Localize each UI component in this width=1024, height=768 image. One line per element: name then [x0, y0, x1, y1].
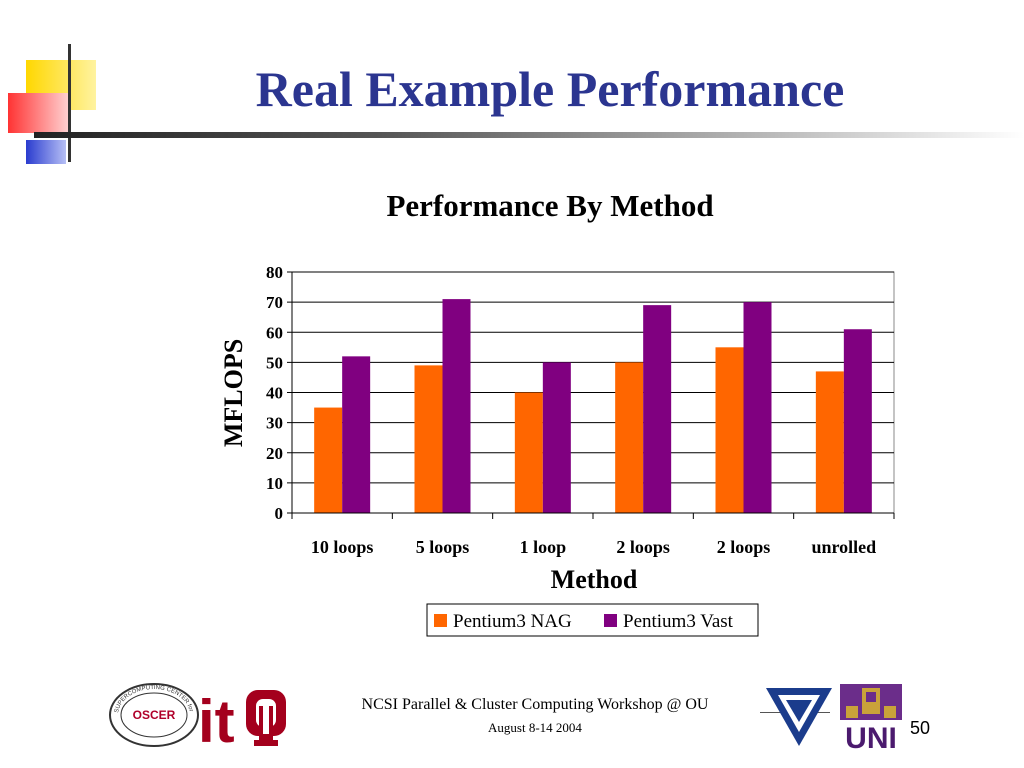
uni-logo: UNI [838, 682, 904, 750]
ou-logo [246, 690, 286, 746]
y-tick-label: 60 [266, 323, 283, 342]
x-axis-ticks: 10 loops 5 loops 1 loop 2 loops 2 loops unrol… [291, 513, 895, 557]
bar-nag [615, 362, 644, 513]
legend-swatch-nag [434, 614, 447, 627]
chart-title: Performance By Method [386, 188, 713, 223]
bar-nag [514, 392, 543, 513]
deco-blue-square [26, 140, 66, 164]
legend-frame [426, 603, 759, 637]
y-tick-label: 40 [266, 384, 283, 403]
bar-nag [715, 347, 744, 513]
y-tick-label: 70 [266, 293, 283, 312]
x-tick-label: 5 loops [416, 537, 470, 557]
x-tick-label: 1 loop [520, 537, 567, 557]
x-tick-label: unrolled [811, 537, 876, 557]
x-tick-label: 2 loops [717, 537, 771, 557]
footer-date: August 8-14 2004 [488, 720, 582, 735]
deco-vertical-line [68, 44, 71, 162]
title-divider [34, 132, 1024, 138]
footer-workshop-title: NCSI Parallel & Cluster Computing Worksh… [361, 696, 709, 713]
bars [314, 299, 872, 513]
x-tick-label: 2 loops [616, 537, 670, 557]
bar-nag [314, 407, 343, 513]
y-tick-label: 0 [275, 504, 284, 523]
it-logo-text: it [198, 688, 235, 748]
slide-title: Real Example Performance [255, 61, 845, 117]
bar-vast [643, 305, 672, 513]
bar-vast [342, 356, 371, 513]
x-tick-label: 10 loops [311, 537, 374, 557]
it-logo: it [198, 688, 235, 748]
page-number: 50 [910, 718, 931, 738]
triangle-logo [766, 688, 832, 746]
y-tick-label: 10 [266, 474, 283, 493]
bar-chart: Performance By Method 01020304050607080 … [219, 188, 895, 637]
gridlines [292, 271, 894, 484]
y-axis-label: MFLOPS [219, 339, 248, 447]
y-tick-label: 50 [266, 353, 283, 372]
legend-label-nag: Pentium3 NAG [453, 611, 572, 632]
bar-vast [843, 329, 872, 513]
legend-swatch-vast [604, 614, 617, 627]
bar-nag [414, 365, 443, 513]
legend: Pentium3 NAG Pentium3 Vast [426, 603, 759, 637]
bar-vast [542, 362, 571, 513]
legend-label-vast: Pentium3 Vast [623, 611, 734, 632]
x-axis-label: Method [551, 565, 638, 594]
oscer-center-text: OSCER [133, 708, 176, 722]
bar-vast [743, 302, 772, 513]
bar-vast [442, 299, 471, 513]
oscer-seal-logo: SUPERCOMPUTING CENTER for EDUCATION & RE… [108, 682, 199, 747]
uni-logo-text: UNI [845, 722, 897, 750]
y-axis-ticks: 0 10 20 30 40 50 60 70 80 [266, 263, 292, 523]
deco-red-square [8, 93, 68, 133]
y-tick-label: 30 [266, 414, 283, 433]
bar-nag [815, 371, 844, 513]
y-tick-label: 20 [266, 444, 283, 463]
y-tick-label: 80 [266, 263, 283, 282]
